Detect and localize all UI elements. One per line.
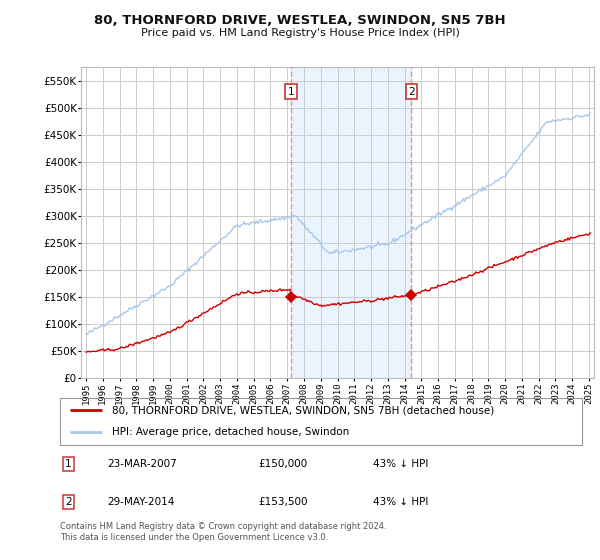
- Text: Price paid vs. HM Land Registry's House Price Index (HPI): Price paid vs. HM Land Registry's House …: [140, 28, 460, 38]
- Text: 1: 1: [287, 87, 294, 96]
- Text: 43% ↓ HPI: 43% ↓ HPI: [373, 497, 428, 507]
- Bar: [291, 67, 412, 378]
- Text: 80, THORNFORD DRIVE, WESTLEA, SWINDON, SN5 7BH (detached house): 80, THORNFORD DRIVE, WESTLEA, SWINDON, S…: [112, 405, 494, 416]
- Text: 23-MAR-2007: 23-MAR-2007: [107, 459, 177, 469]
- Text: HPI: Average price, detached house, Swindon: HPI: Average price, detached house, Swin…: [112, 427, 349, 437]
- Text: £150,000: £150,000: [259, 459, 308, 469]
- Text: 29-MAY-2014: 29-MAY-2014: [107, 497, 175, 507]
- Text: 1: 1: [65, 459, 72, 469]
- Text: £153,500: £153,500: [259, 497, 308, 507]
- Text: Contains HM Land Registry data © Crown copyright and database right 2024.: Contains HM Land Registry data © Crown c…: [60, 522, 386, 531]
- Text: 43% ↓ HPI: 43% ↓ HPI: [373, 459, 428, 469]
- Text: 2: 2: [408, 87, 415, 96]
- Text: 80, THORNFORD DRIVE, WESTLEA, SWINDON, SN5 7BH: 80, THORNFORD DRIVE, WESTLEA, SWINDON, S…: [94, 14, 506, 27]
- Text: 2: 2: [65, 497, 72, 507]
- Text: This data is licensed under the Open Government Licence v3.0.: This data is licensed under the Open Gov…: [60, 533, 328, 542]
